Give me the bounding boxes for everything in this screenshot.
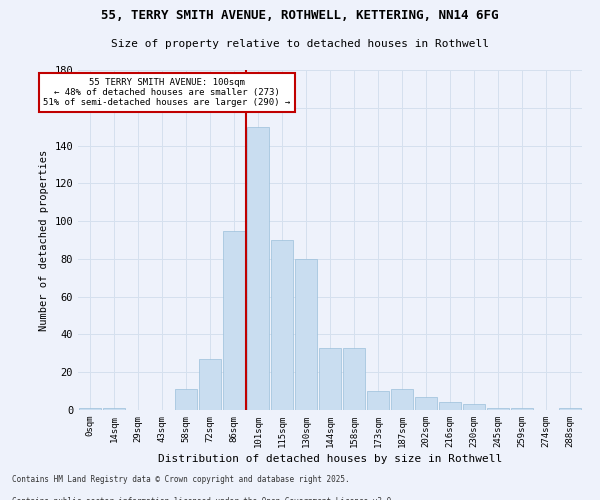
- Bar: [223, 230, 245, 410]
- Text: Size of property relative to detached houses in Rothwell: Size of property relative to detached ho…: [111, 39, 489, 49]
- Bar: [271, 240, 293, 410]
- Bar: [559, 408, 581, 410]
- Bar: [295, 259, 317, 410]
- Bar: [199, 359, 221, 410]
- Bar: [103, 408, 125, 410]
- Text: 55 TERRY SMITH AVENUE: 100sqm
← 48% of detached houses are smaller (273)
51% of : 55 TERRY SMITH AVENUE: 100sqm ← 48% of d…: [43, 78, 290, 108]
- Bar: [415, 397, 437, 410]
- Text: 55, TERRY SMITH AVENUE, ROTHWELL, KETTERING, NN14 6FG: 55, TERRY SMITH AVENUE, ROTHWELL, KETTER…: [101, 9, 499, 22]
- X-axis label: Distribution of detached houses by size in Rothwell: Distribution of detached houses by size …: [158, 454, 502, 464]
- Bar: [463, 404, 485, 410]
- Bar: [511, 408, 533, 410]
- Text: Contains public sector information licensed under the Open Government Licence v3: Contains public sector information licen…: [12, 496, 396, 500]
- Bar: [391, 389, 413, 410]
- Bar: [487, 408, 509, 410]
- Bar: [439, 402, 461, 410]
- Bar: [319, 348, 341, 410]
- Text: Contains HM Land Registry data © Crown copyright and database right 2025.: Contains HM Land Registry data © Crown c…: [12, 476, 350, 484]
- Bar: [247, 126, 269, 410]
- Y-axis label: Number of detached properties: Number of detached properties: [39, 150, 49, 330]
- Bar: [343, 348, 365, 410]
- Bar: [175, 389, 197, 410]
- Bar: [79, 408, 101, 410]
- Bar: [367, 391, 389, 410]
